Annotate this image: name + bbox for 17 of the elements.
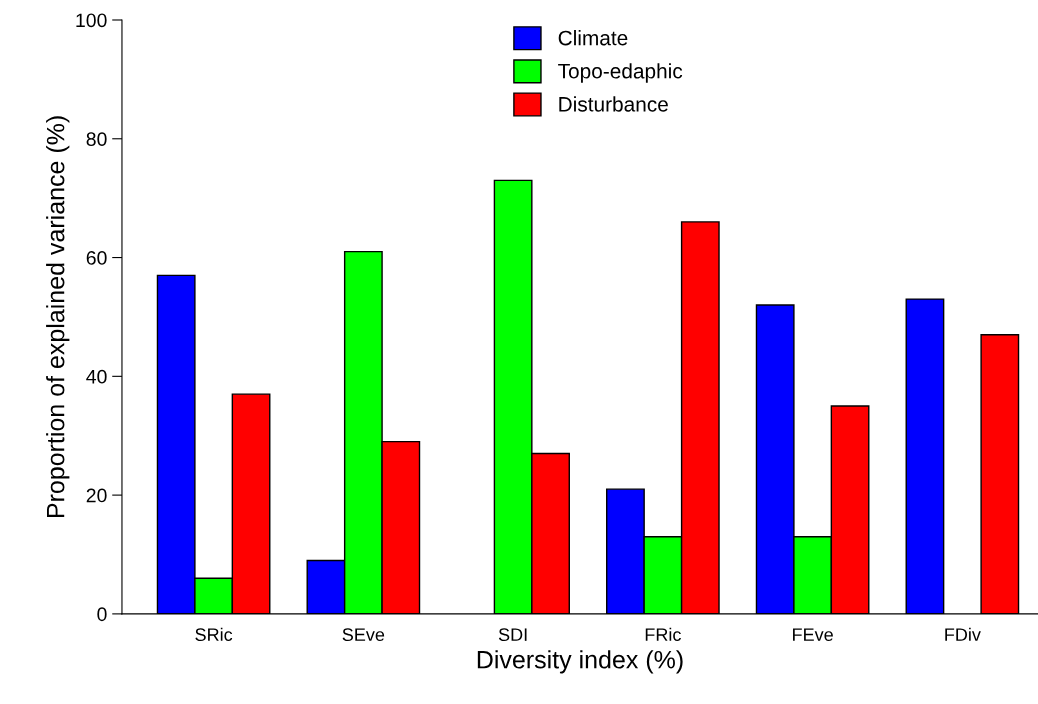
y-tick-label: 80 — [86, 132, 107, 147]
y-tick-label: 20 — [86, 488, 107, 503]
legend-label: Topo-edaphic — [558, 63, 683, 83]
y-tick-label: 0 — [97, 607, 107, 622]
x-tick-label: SDI — [498, 628, 527, 642]
x-tick-label: FRic — [645, 627, 681, 642]
y-tick-label: 100 — [76, 13, 107, 28]
x-axis-title: Diversity index (%) — [477, 650, 683, 674]
x-tick-label: FEve — [793, 628, 833, 642]
x-tick-label: SRic — [195, 627, 233, 642]
x-tick-label: FDiv — [945, 627, 981, 641]
y-tick-label: 60 — [86, 251, 107, 265]
legend-label: Disturbance — [559, 96, 668, 112]
y-tick-label: 40 — [86, 369, 107, 384]
y-axis-title: Proportion of explained variance (%) — [46, 116, 70, 518]
x-tick-label: SEve — [342, 628, 385, 642]
legend-label: Climate — [558, 30, 628, 46]
